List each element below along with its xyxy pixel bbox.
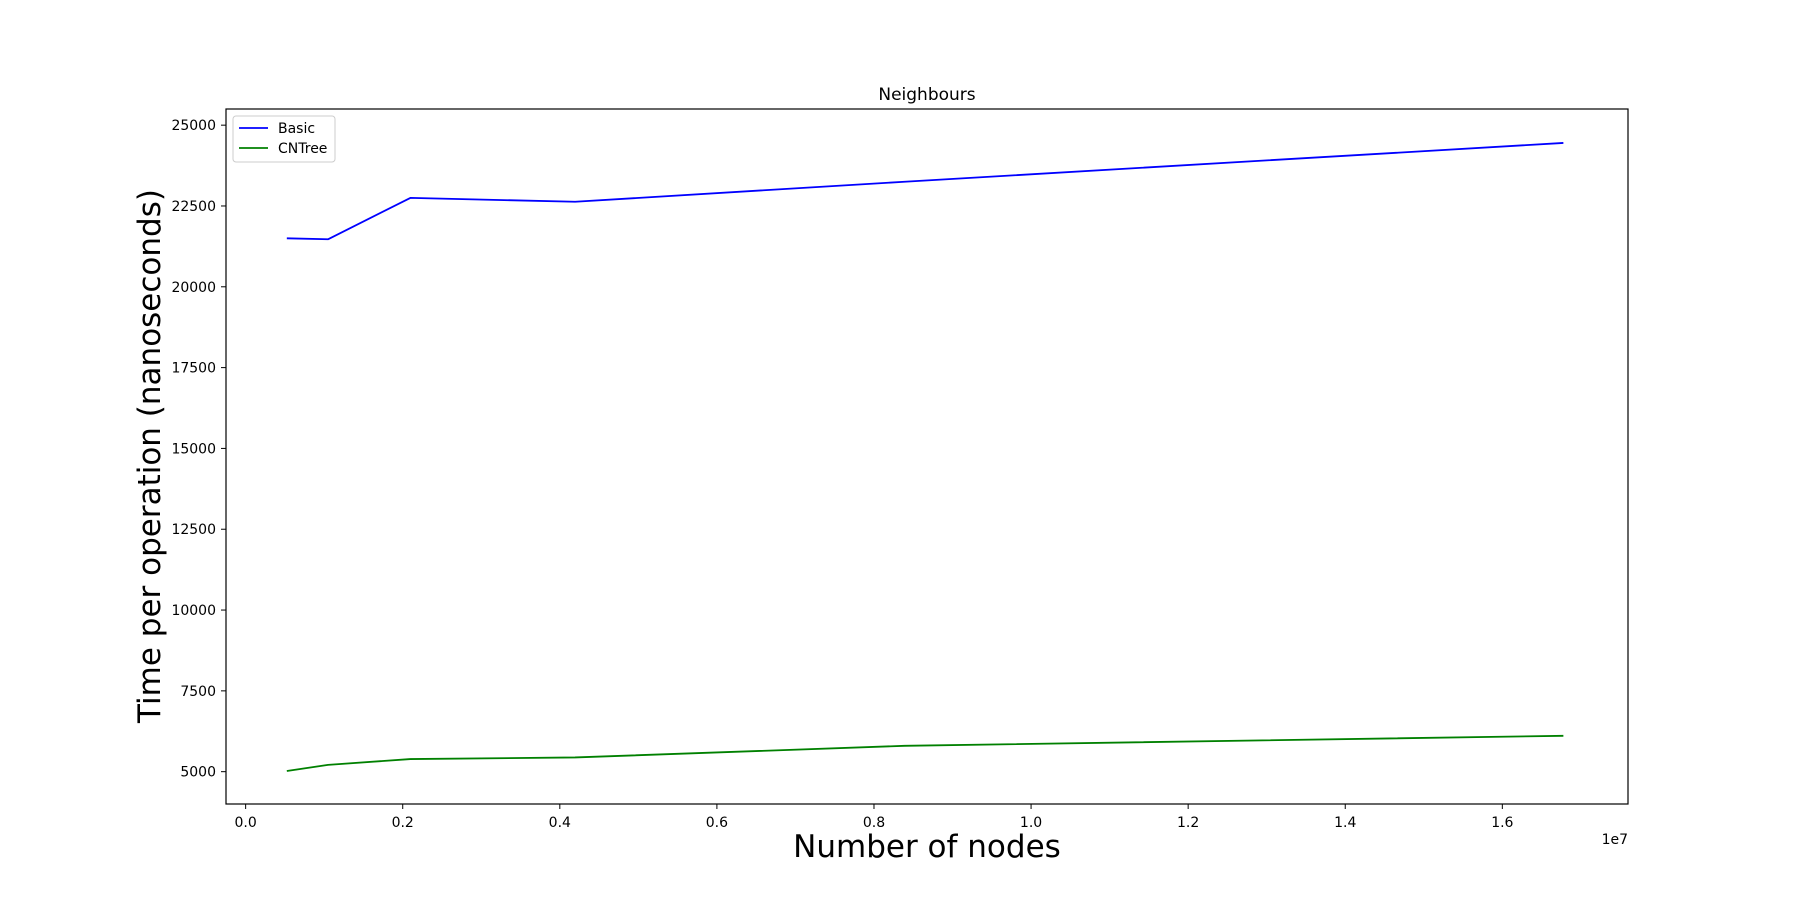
x-tick-label: 0.6 xyxy=(706,815,728,831)
x-tick-label: 1.0 xyxy=(1020,815,1042,831)
plot-frame xyxy=(225,108,1629,805)
x-tick-label: 0.0 xyxy=(235,815,257,831)
x-axis-ticks: 0.0 0.2 0.4 0.6 0.8 1.0 1.2 1.4 1.6 xyxy=(235,804,1514,831)
y-axis-label: Time per operation (nanoseconds) xyxy=(132,189,168,724)
y-tick-label: 20000 xyxy=(171,280,216,296)
legend-label-cntree: CNTree xyxy=(278,141,327,157)
x-axis-label: Number of nodes xyxy=(793,829,1061,865)
x-tick-label: 0.4 xyxy=(549,815,571,831)
y-tick-label: 10000 xyxy=(171,603,216,619)
x-offset-label: 1e7 xyxy=(1602,832,1628,848)
series-line-cntree xyxy=(286,734,1564,772)
y-tick-label: 22500 xyxy=(171,199,216,215)
series-line-basic xyxy=(286,142,1564,241)
y-tick-label: 12500 xyxy=(171,522,216,538)
y-tick-label: 25000 xyxy=(171,118,216,134)
x-tick-label: 1.2 xyxy=(1177,815,1199,831)
y-tick-label: 17500 xyxy=(171,361,216,377)
legend-label-basic: Basic xyxy=(278,121,315,137)
legend: Basic CNTree xyxy=(232,115,336,163)
y-tick-label: 15000 xyxy=(171,441,216,457)
y-tick-label: 5000 xyxy=(180,765,216,781)
chart-title: Neighbours xyxy=(878,85,975,105)
x-tick-label: 1.4 xyxy=(1334,815,1356,831)
y-axis-ticks: 5000 7500 10000 12500 15000 17500 20000 22500 25… xyxy=(171,118,226,781)
x-tick-label: 0.2 xyxy=(392,815,414,831)
y-tick-label: 7500 xyxy=(180,684,216,700)
x-tick-label: 0.8 xyxy=(863,815,885,831)
x-tick-label: 1.6 xyxy=(1491,815,1513,831)
series-layer xyxy=(286,142,1564,772)
